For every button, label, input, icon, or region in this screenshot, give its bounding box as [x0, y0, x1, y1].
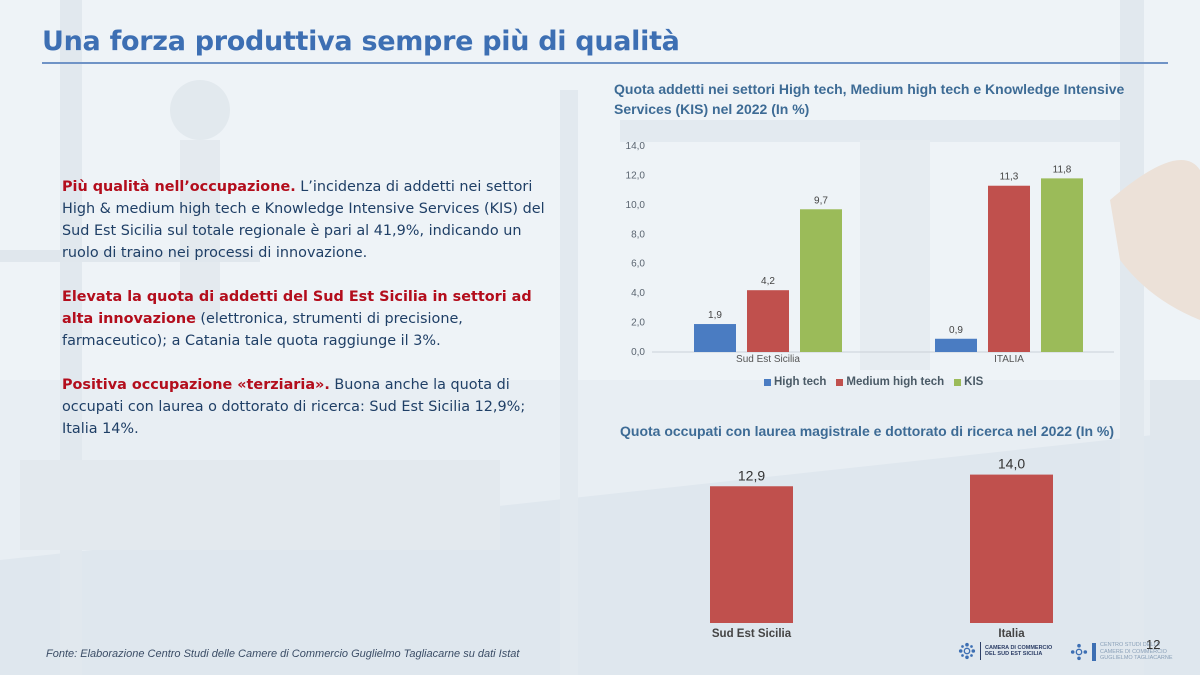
paragraph-tertiary: Positiva occupazione «terziaria». Buona … — [62, 374, 562, 440]
legend-label: Medium high tech — [846, 376, 945, 388]
y-tick-label: 12,0 — [626, 170, 646, 181]
bar-graduate-share — [970, 474, 1053, 623]
source-note: Fonte: Elaborazione Centro Studi delle C… — [46, 648, 520, 660]
logo-line: CENTRO STUDI DELLE — [1100, 642, 1161, 648]
y-tick-label: 4,0 — [631, 288, 645, 299]
bar-medium-high-tech — [747, 290, 789, 352]
paragraph-quality: Più qualità nell’occupazione. L’incidenz… — [62, 176, 562, 264]
tagliacarne-logo-icon — [1070, 643, 1088, 660]
logo-line: CAMERE DI COMMERCIO — [1100, 648, 1167, 655]
paragraph-innovation: Elevata la quota di addetti del Sud Est … — [62, 286, 562, 352]
text-block: Più qualità nell’occupazione. L’incidenz… — [62, 176, 562, 462]
bar-high-tech — [935, 338, 977, 352]
category-label: Sud Est Sicilia — [712, 628, 792, 640]
data-label: 11,3 — [1000, 172, 1019, 183]
title-divider — [42, 62, 1168, 64]
paragraph-highlight: Positiva occupazione «terziaria». — [62, 377, 330, 393]
legend-swatch — [954, 378, 962, 386]
data-label: 12,9 — [738, 467, 765, 483]
logo-line: CAMERA DI COMMERCIO — [985, 644, 1053, 651]
bar-kis — [1041, 178, 1083, 352]
bar-high-tech — [694, 324, 736, 352]
y-tick-label: 6,0 — [631, 259, 645, 270]
legend-item-high-tech: High tech — [764, 376, 826, 388]
bar-graduate-share — [710, 486, 793, 623]
legend-swatch — [764, 378, 771, 386]
legend-item-kis: KIS — [954, 376, 983, 388]
page-title: Una forza produttiva sempre più di quali… — [42, 26, 680, 57]
category-label: Sud Est Sicilia — [736, 354, 800, 365]
legend-label: KIS — [964, 376, 984, 388]
category-label: ITALIA — [994, 354, 1024, 365]
chamber-logo: CAMERA DI COMMERCIO DEL SUD EST SICILIA — [958, 642, 1052, 660]
tagliacarne-logo-text: CENTRO STUDI DELLE CAMERE DI COMMERCIO G… — [1100, 642, 1173, 662]
chart-legend: High tech Medium high tech KIS — [764, 376, 983, 388]
tagliacarne-logo: CENTRO STUDI DELLE CAMERE DI COMMERCIO G… — [1070, 642, 1173, 662]
bar-medium-high-tech — [988, 185, 1030, 352]
legend-label: High tech — [774, 376, 827, 388]
paragraph-text: L’incidenza di addetti nei settori High … — [62, 179, 545, 261]
data-label: 4,2 — [761, 276, 775, 287]
y-tick-label: 14,0 — [626, 141, 646, 152]
chamber-logo-icon — [958, 642, 976, 660]
logo-line: DEL SUD EST SICILIA — [985, 651, 1043, 657]
page-number: 12 — [1146, 637, 1161, 652]
paragraph-text: (elettronica, strumenti di precisione, f… — [62, 311, 463, 349]
data-label: 9,7 — [814, 195, 828, 206]
chart-title-graduates: Quota occupati con laurea magistrale e d… — [620, 423, 1115, 439]
paragraph-highlight: Elevata la quota di addetti del Sud Est … — [62, 289, 532, 327]
y-tick-label: 8,0 — [631, 229, 645, 240]
logo-line: GUGLIELMO TAGLIACARNE — [1100, 655, 1173, 661]
legend-item-medium-high-tech: Medium high tech — [836, 376, 944, 388]
chart-title-sectors: Quota addetti nei settori High tech, Med… — [614, 81, 1125, 117]
y-tick-label: 0,0 — [631, 347, 645, 358]
paragraph-text: Buona anche la quota di occupati con lau… — [62, 377, 526, 437]
legend-swatch — [836, 378, 844, 386]
data-label: 1,9 — [708, 310, 722, 321]
data-label: 14,0 — [998, 456, 1025, 472]
bar-kis — [800, 209, 842, 352]
y-tick-label: 2,0 — [631, 318, 645, 329]
data-label: 11,8 — [1053, 164, 1072, 175]
y-tick-label: 10,0 — [626, 200, 646, 211]
paragraph-highlight: Più qualità nell’occupazione. — [62, 179, 296, 195]
data-label: 0,9 — [949, 325, 963, 336]
category-label: Italia — [998, 628, 1025, 640]
chamber-logo-text: CAMERA DI COMMERCIO DEL SUD EST SICILIA — [985, 645, 1052, 658]
